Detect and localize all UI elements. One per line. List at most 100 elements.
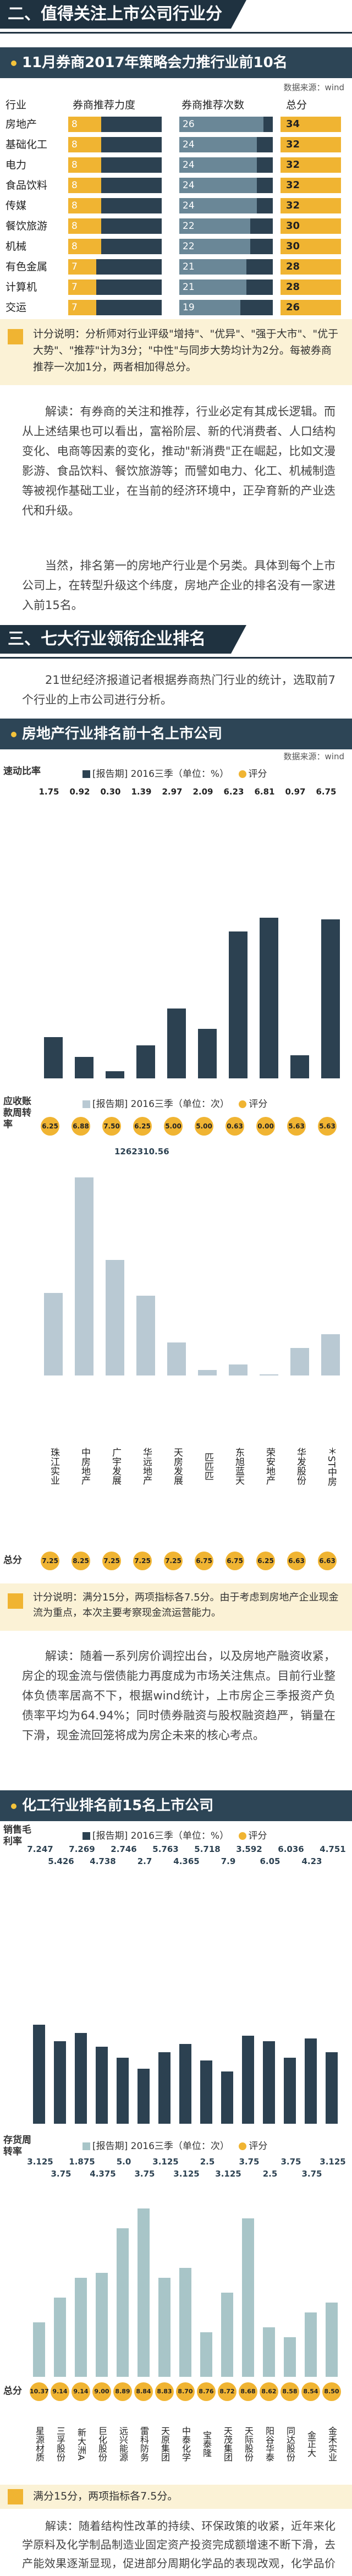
count-value: 24 xyxy=(183,160,195,171)
industry-name: 传媒 xyxy=(6,200,27,212)
total-score-circle: 7.25 xyxy=(133,1552,152,1570)
legend-swatch-score xyxy=(239,1100,247,1108)
note-box-1: 计分说明：分析师对行业评级"增持"、"优异"、"强于大市"、"优于大势"、"推荐… xyxy=(0,319,352,385)
strength-bar: 8 xyxy=(68,198,162,213)
legend-swatch-score xyxy=(238,1832,246,1840)
ar-turnover-bar xyxy=(290,1348,309,1375)
ar-score-circle: 5.00 xyxy=(164,1117,183,1136)
table-row: 基础化工 8 24 32 xyxy=(0,135,352,155)
paragraph-re: 解读：随着一系列房价调控出台，以及房地产融资收紧，房企的现金流与偿债能力再度成为… xyxy=(22,1649,336,1742)
industry-name: 机械 xyxy=(6,240,27,253)
turnover-bar xyxy=(158,2278,170,2377)
paragraph-chem: 解读：随着结构性改革的持续、环保政策的收紧，近年来化学原料及化学制品制造业固定资… xyxy=(22,2519,336,2576)
strength-fill xyxy=(68,239,101,254)
chem-legend-2: [报告期] 2016三季（单位：次） 评分 xyxy=(82,2138,267,2152)
strength-bar: 8 xyxy=(68,157,162,173)
strength-bar: 8 xyxy=(68,137,162,152)
section2-header: 二、值得关注上市公司行业分布 xyxy=(0,0,352,52)
margin-bar xyxy=(179,2044,191,2124)
re-legend-1: [报告期] 2016三季（单位：%） 评分 xyxy=(82,766,267,780)
chart2-title: 房地产行业排名前十名上市公司 xyxy=(22,726,223,742)
total-value: 28 xyxy=(280,279,341,295)
company-name: 天原集团 xyxy=(160,2426,170,2462)
turnover-label: 3.75 xyxy=(239,2157,260,2167)
turnover-bar xyxy=(263,2327,275,2377)
quick-ratio-label: 6.23 xyxy=(223,787,244,797)
total-score-circle: 6.75 xyxy=(226,1552,244,1570)
turnover-label: 3.75 xyxy=(280,2157,301,2167)
industry-name: 食品饮料 xyxy=(6,179,48,191)
industry-name: 基础化工 xyxy=(6,139,48,151)
margin-label: 2.746 xyxy=(111,1844,137,1854)
note-marker xyxy=(8,1593,23,1609)
total-score-circle: 8.70 xyxy=(176,2382,195,2401)
turnover-label: 3.75 xyxy=(134,2169,155,2179)
strength-value: 7 xyxy=(72,261,78,272)
company-name: 天房发展 xyxy=(172,1448,183,1485)
company-name: 匹匹匹 xyxy=(202,1452,213,1481)
strength-fill xyxy=(68,300,96,315)
turnover-bar xyxy=(305,2312,317,2377)
count-bar: 24 xyxy=(179,178,273,193)
count-fill xyxy=(179,218,251,234)
strength-bar: 8 xyxy=(68,178,162,193)
ar-score-circle: 0.00 xyxy=(256,1117,275,1136)
count-bar: 24 xyxy=(179,198,273,213)
legend-swatch-score xyxy=(238,770,246,778)
re-annotation: 1262310.56 xyxy=(114,1147,169,1157)
count-fill xyxy=(179,279,247,295)
company-name: 华发股份 xyxy=(295,1448,306,1485)
turnover-bar xyxy=(284,2337,296,2377)
ar-score-circle: 5.63 xyxy=(287,1117,306,1136)
total-value: 30 xyxy=(280,218,341,234)
company-name: ＊ST中房 xyxy=(326,1446,337,1487)
total-score-circle: 8.62 xyxy=(260,2382,278,2401)
total-score-circle: 10.37 xyxy=(30,2382,49,2401)
bullet-icon xyxy=(11,1803,16,1809)
strength-fill xyxy=(68,157,101,173)
turnover-label: 3.125 xyxy=(27,2157,53,2167)
turnover-bar xyxy=(33,2322,45,2377)
quick-ratio-label: 1.75 xyxy=(38,787,59,797)
turnover-bar xyxy=(138,2208,150,2377)
strength-fill xyxy=(68,198,101,213)
total-score-circle: 9.14 xyxy=(51,2382,69,2401)
ar-score-circle: 6.25 xyxy=(133,1117,152,1136)
total-score-circle: 6.63 xyxy=(287,1552,306,1570)
table-row: 机械 8 22 30 xyxy=(0,237,352,256)
table-row: 餐饮旅游 8 22 30 xyxy=(0,216,352,236)
total-value: 32 xyxy=(280,137,341,152)
legend-swatch-score xyxy=(239,2142,247,2150)
divider xyxy=(0,32,352,34)
re-note-text: 计分说明：满分15分，两项指标各7.5分。由于考虑到房地产企业现金流为重点，本次… xyxy=(33,1592,339,1619)
turnover-bar xyxy=(242,2218,254,2377)
chart3-title-bar: 化工行业排名前15名上市公司 xyxy=(0,1790,352,1821)
margin-label: 4.751 xyxy=(320,1844,346,1854)
legend-score: 评分 xyxy=(248,1830,267,1841)
count-bar: 24 xyxy=(179,137,273,152)
total-score-circle: 6.75 xyxy=(195,1552,213,1570)
legend-score: 评分 xyxy=(248,769,267,780)
chart2-title-bar: 房地产行业排名前十名上市公司 xyxy=(0,719,352,749)
bullet-icon xyxy=(11,60,16,66)
strength-bar: 7 xyxy=(68,300,162,315)
count-fill xyxy=(179,117,263,132)
note-marker xyxy=(8,329,23,344)
quick-ratio-bar xyxy=(136,1045,155,1078)
strength-bar: 7 xyxy=(68,259,162,275)
ar-turnover-bar xyxy=(44,1293,63,1375)
legend-swatch-report xyxy=(82,1100,90,1108)
ar-turnover-bar xyxy=(106,1260,124,1375)
turnover-label: 3.125 xyxy=(320,2157,346,2167)
section2-title: 二、值得关注上市公司行业分布 xyxy=(0,0,246,52)
quick-ratio-label: 0.97 xyxy=(285,787,306,797)
turnover-label: 3.125 xyxy=(173,2169,200,2179)
margin-bar xyxy=(221,2071,233,2124)
re-row3-label: 总分 xyxy=(3,1555,22,1566)
count-value: 21 xyxy=(183,261,195,272)
margin-label: 5.763 xyxy=(152,1844,179,1854)
section3-header: 三、七大行业领衔企业排名 xyxy=(0,625,352,660)
total-score-circle: 8.25 xyxy=(72,1552,90,1570)
legend-report: [报告期] 2016三季（单位：%） xyxy=(92,1830,229,1841)
quick-ratio-label: 1.39 xyxy=(131,787,152,797)
